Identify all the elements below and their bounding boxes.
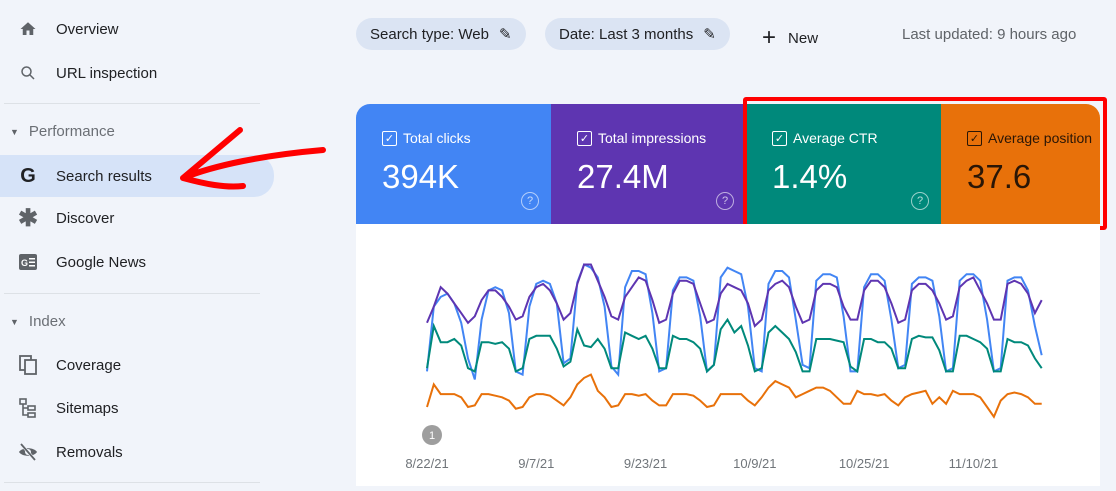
sidebar-item-sitemaps[interactable]: Sitemaps [0, 388, 274, 428]
help-icon[interactable]: ? [716, 192, 734, 210]
sitemap-icon [0, 398, 56, 418]
metric-value: 37.6 [967, 158, 1032, 195]
metric-card-total-clicks[interactable]: ✓ Total clicks 394K? [356, 104, 551, 224]
sidebar-item-removals[interactable]: Removals [0, 432, 274, 472]
date-filter-chip[interactable]: Date: Last 3 months ✎ [545, 18, 730, 50]
sidebar-item-overview[interactable]: Overview [0, 9, 274, 49]
annotation-badge[interactable] [422, 425, 442, 445]
copy-icon [0, 355, 56, 375]
checkbox-checked-icon[interactable]: ✓ [382, 130, 397, 146]
x-tick-label: 9/7/21 [518, 456, 554, 471]
help-icon[interactable]: ? [911, 192, 929, 210]
plus-icon: + [762, 24, 777, 51]
chip-label: Date: Last 3 months [559, 25, 694, 43]
series-line-average-ctr [426, 317, 1043, 374]
annotation-badge-label: 1 [429, 430, 435, 442]
google-news-icon: G [0, 254, 56, 270]
series-line-total-impressions [426, 263, 1043, 328]
series-line-average-position [426, 373, 1042, 419]
caret-down-icon: ▼ [10, 316, 19, 327]
sidebar-item-label: Coverage [56, 356, 122, 374]
section-index[interactable]: ▼ Index [10, 313, 66, 330]
section-performance[interactable]: ▼ Performance [10, 123, 115, 140]
checkbox-checked-icon[interactable]: ✓ [577, 130, 592, 146]
sidebar-item-label: Search results [56, 167, 152, 185]
home-icon [0, 20, 56, 38]
google-g-icon: G [20, 164, 36, 187]
asterisk-icon: ✱ [17, 204, 39, 232]
x-tick-label: 9/23/21 [624, 456, 667, 471]
sidebar-item-label: Google News [56, 253, 147, 271]
sidebar-item-label: Overview [56, 20, 119, 38]
metric-card-average-ctr[interactable]: ✓ Average CTR 1.4%? [746, 104, 941, 224]
x-tick-label: 11/10/21 [949, 456, 999, 471]
search-icon [0, 64, 56, 82]
chip-label: Search type: Web [370, 25, 489, 43]
metric-card-average-position[interactable]: ✓ Average position 37.6 [941, 104, 1100, 224]
sidebar-item-discover[interactable]: ✱ Discover [0, 198, 274, 238]
checkbox-checked-icon[interactable]: ✓ [967, 130, 982, 146]
eye-off-icon [0, 443, 56, 461]
new-filter-button[interactable]: + New [762, 24, 818, 52]
metric-card-total-impressions[interactable]: ✓ Total impressions 27.4M? [551, 104, 746, 224]
caret-down-icon: ▼ [10, 126, 19, 137]
new-label: New [788, 29, 819, 47]
sidebar: Overview URL inspection ▼ Performance G Se… [0, 0, 300, 486]
edit-pencil-icon: ✎ [498, 26, 512, 43]
sidebar-item-google-news[interactable]: G Google News [0, 242, 274, 282]
divider [4, 482, 260, 483]
checkbox-checked-icon[interactable]: ✓ [772, 130, 787, 146]
sidebar-item-label: Sitemaps [56, 399, 119, 417]
x-tick-label: 10/9/21 [733, 456, 776, 471]
svg-text:G: G [21, 258, 28, 268]
metric-label: Average CTR [793, 130, 878, 146]
x-tick-label: 10/25/21 [839, 456, 890, 471]
metric-label: Total impressions [598, 130, 707, 146]
sidebar-item-coverage[interactable]: Coverage [0, 345, 274, 385]
divider [4, 103, 260, 104]
last-updated: Last updated: 9 hours ago [902, 26, 1077, 43]
metric-label: Average position [988, 130, 1093, 146]
red-arrow-annotation [180, 127, 326, 190]
divider [4, 293, 260, 294]
performance-chart: 1 8/22/21 9/7/21 9/23/21 10/9/21 10/25/21 11/1… [356, 224, 1100, 486]
metric-value: 394K [382, 158, 460, 195]
series-line-total-clicks [426, 263, 1043, 380]
metric-cards: ✓ Total clicks 394K? ✓ Total impressions 27.… [356, 104, 1100, 224]
metric-value: 1.4% [772, 158, 848, 195]
metric-label: Total clicks [403, 130, 471, 146]
x-tick-label: 8/22/21 [405, 456, 448, 471]
line-chart: 1 8/22/21 9/7/21 9/23/21 10/9/21 10/25/21 11/1… [405, 263, 1043, 471]
help-icon[interactable]: ? [521, 192, 539, 210]
search-type-filter-chip[interactable]: Search type: Web ✎ [356, 18, 526, 50]
edit-pencil-icon: ✎ [703, 26, 716, 43]
sidebar-item-label: URL inspection [56, 64, 158, 82]
sidebar-item-url-inspection[interactable]: URL inspection [0, 53, 274, 93]
sidebar-item-label: Removals [56, 443, 123, 461]
sidebar-item-label: Discover [56, 209, 115, 227]
section-label: Index [28, 313, 66, 330]
metric-value: 27.4M [577, 158, 669, 195]
highlight-box [743, 97, 1107, 230]
section-label: Performance [28, 123, 115, 140]
